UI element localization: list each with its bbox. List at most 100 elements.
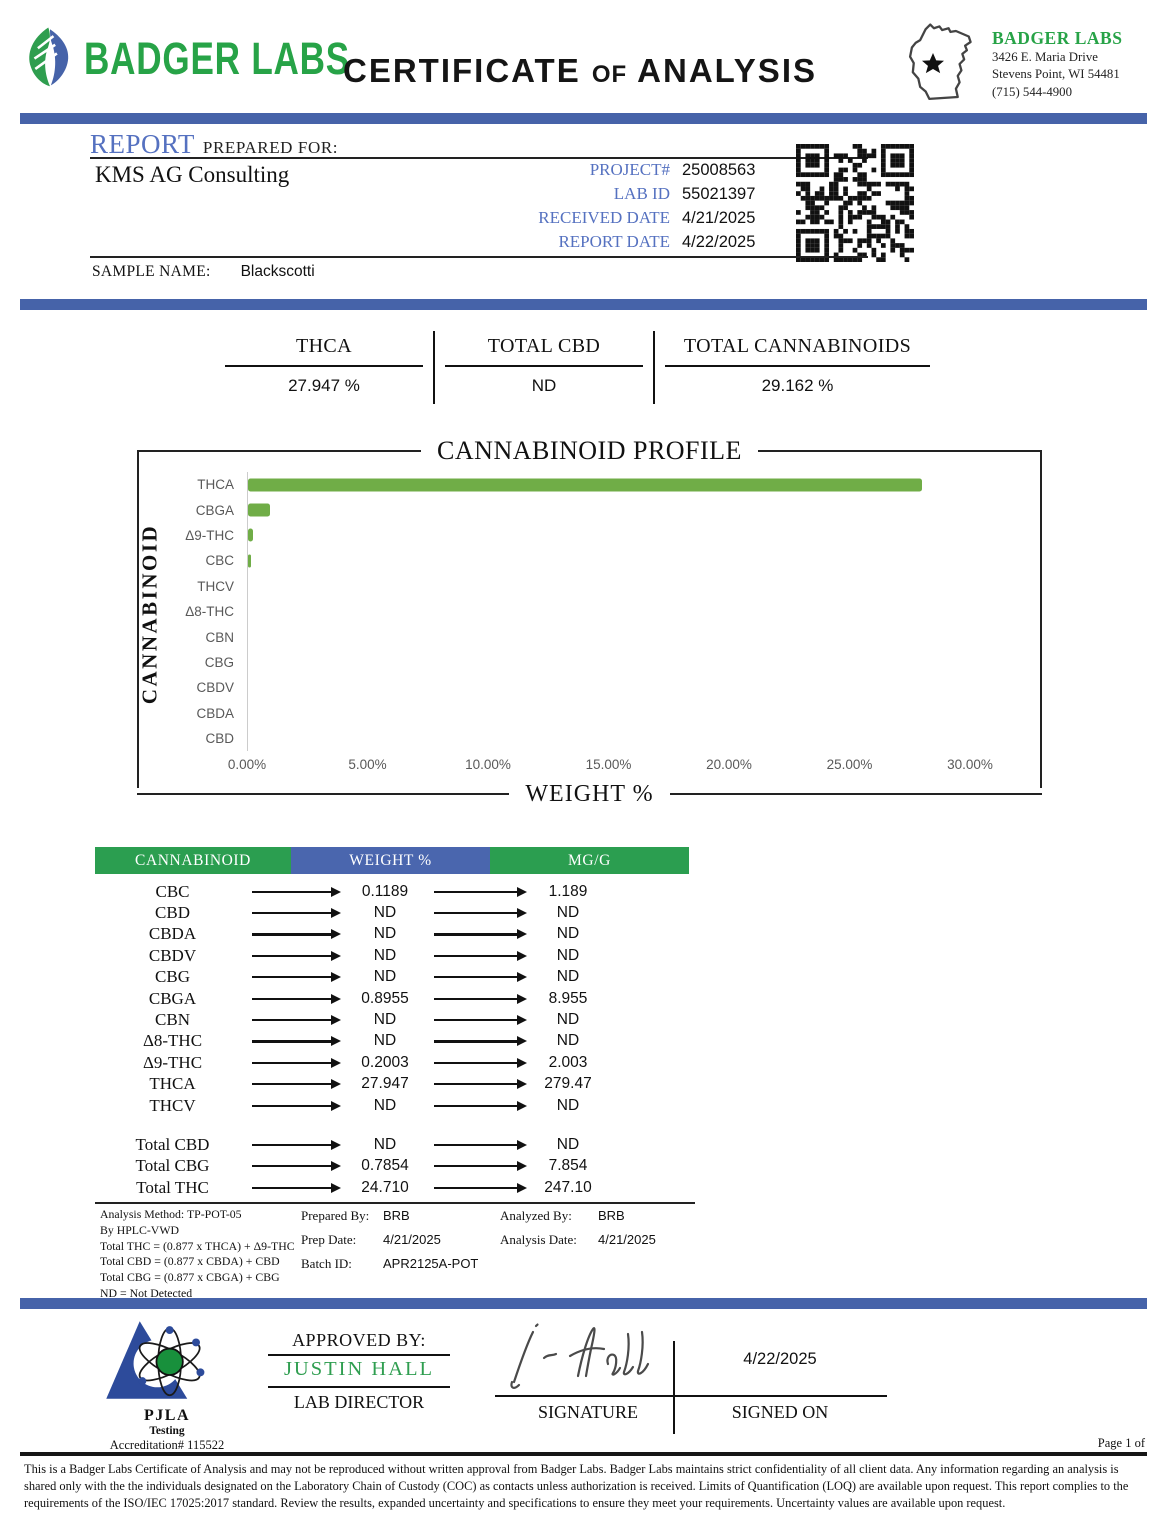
chart-category-label: CBG [204,654,234,670]
note-row: Analysis Date: 4/21/2025 [500,1232,656,1248]
table-row: CBC 0.1189 1.189 [95,881,695,902]
cannabinoid-name: Total CBG [135,1156,210,1176]
arrow-icon [434,997,518,1000]
pjla-logo-icon [98,1321,236,1408]
table-row: THCV ND ND [95,1095,695,1116]
chart-x-tick: 30.00% [947,757,993,772]
divider [673,1341,675,1434]
qr-code [796,144,914,262]
note-row: Batch ID: APR2125A-POT [301,1256,478,1272]
chart-x-axis-label: WEIGHT % [525,780,654,807]
divider-bar [20,1298,1147,1309]
prep-date-label: Prep Date: [301,1232,357,1247]
weight-value: 0.8955 [361,989,409,1007]
summary-col: TOTAL CANNABINOIDS 29.162 % [655,331,940,404]
arrow-icon [252,1083,332,1086]
cannabinoid-name: CBGA [148,988,197,1008]
table-row: CBN ND ND [95,1009,695,1030]
chart-bar-track [247,675,1042,701]
table-row: CBD ND ND [95,902,695,923]
chart-xlabel-row: WEIGHT % [137,776,1042,812]
weight-value: ND [373,904,397,922]
analysis-date-label: Analysis Date: [500,1232,577,1247]
summary-value: 29.162 % [761,376,834,395]
chart-x-tick: 10.00% [465,757,511,772]
lab-address-line: Stevens Point, WI 54481 [992,67,1120,82]
table-row: CBDA ND ND [95,924,695,945]
arrow-icon [434,1143,518,1147]
method-note-line: ND = Not Detected [100,1285,193,1300]
weight-value: 0.1189 [361,882,409,900]
approver-name: JUSTIN HALL [283,1358,435,1380]
chart-y-axis-label: CANNABINOID [137,523,162,705]
method-note-line: Total CBD = (0.877 x CBDA) + CBD [100,1254,280,1269]
arrow-icon [252,1186,332,1189]
method-notes: Analysis Method: TP-POT-05 By HPLC-VWD Tot… [100,1207,295,1302]
chart-x-tick: 25.00% [826,757,873,772]
chart-bar [248,554,251,568]
divider [95,1202,695,1205]
field-label: RECEIVED DATE [538,208,670,227]
table-rows: CBC 0.1189 1.189 CBD ND ND CBDA ND ND CBDV ND ND CBG… [95,881,695,1116]
cannabinoid-name: Δ9-THC [142,1052,203,1072]
signature-label: SIGNATURE [537,1402,638,1422]
divider [90,256,868,258]
report-fields: PROJECT# 25008563 LAB ID 55021397 RECEIVED D… [396,160,788,256]
arrow-icon [252,933,332,936]
table-row: THCA 27.947 279.47 [95,1074,695,1095]
mgg-value: ND [556,968,580,986]
arrow-icon [434,1165,518,1168]
chart-row: CBG [137,649,1042,676]
weight-value: 0.2003 [361,1053,409,1071]
arrow-icon [434,1186,518,1189]
table-row: CBG ND ND [95,967,695,988]
chart-row: THCV [137,573,1042,599]
chart-title-row: CANNABINOID PROFILE [137,436,1042,465]
table-row: Total CBG 0.7854 7.854 [95,1156,695,1177]
divider [669,793,1042,795]
field-label: PROJECT# [589,160,670,179]
weight-value: ND [373,1135,397,1153]
analyzed-by-label: Analyzed By: [500,1208,572,1223]
batch-id-label: Batch ID: [301,1256,352,1271]
cannabinoid-name: CBD [155,903,190,923]
badger-labs-logo: BADGER LABS [24,24,425,93]
lab-phone: (715) 544-4900 [992,84,1072,99]
disclaimer-text: This is a Badger Labs Certificate of Ana… [24,1462,1129,1510]
prep-date-value: 4/21/2025 [383,1232,441,1247]
arrow-icon [252,976,332,979]
note-row: Prep Date: 4/21/2025 [301,1232,478,1248]
chart-category-label: CBN [205,629,234,645]
summary-label: TOTAL CANNABINOIDS [683,335,912,357]
cannabinoid-name: CBC [155,881,190,901]
divider-bar [20,299,1147,310]
signature-image [500,1316,675,1401]
arrow-icon [252,954,332,957]
report-field: PROJECT# 25008563 [396,160,788,184]
arrow-icon [434,954,518,957]
mgg-value: 1.189 [548,882,588,900]
chart-row: THCA [137,472,1042,498]
chart-category-label: CBD [205,731,234,747]
cannabinoid-name: Δ8-THC [142,1031,203,1051]
signed-on-date: 4/22/2025 [743,1350,817,1368]
pjla-org: PJLA [144,1407,190,1424]
chart-bar [248,528,253,542]
arrow-icon [434,933,518,936]
title-part: ANALYSIS [637,52,817,89]
weight-value: ND [373,946,397,964]
prepared-for-label: PREPARED FOR: [202,138,339,157]
divider-bar [20,113,1147,124]
arrow-icon [434,1104,518,1107]
chart-row: CBD [137,725,1042,752]
mgg-value: 8.955 [548,989,588,1007]
weight-value: 24.710 [361,1178,409,1196]
divider [665,365,930,367]
chart-bar-track [247,522,1042,549]
cannabinoid-name: CBDA [148,924,197,944]
summary-label: TOTAL CBD [487,335,601,357]
divider [20,1452,1147,1456]
chart-category-label: CBGA [195,502,234,518]
arrow-icon [252,1143,332,1147]
chart-bar [248,478,922,492]
